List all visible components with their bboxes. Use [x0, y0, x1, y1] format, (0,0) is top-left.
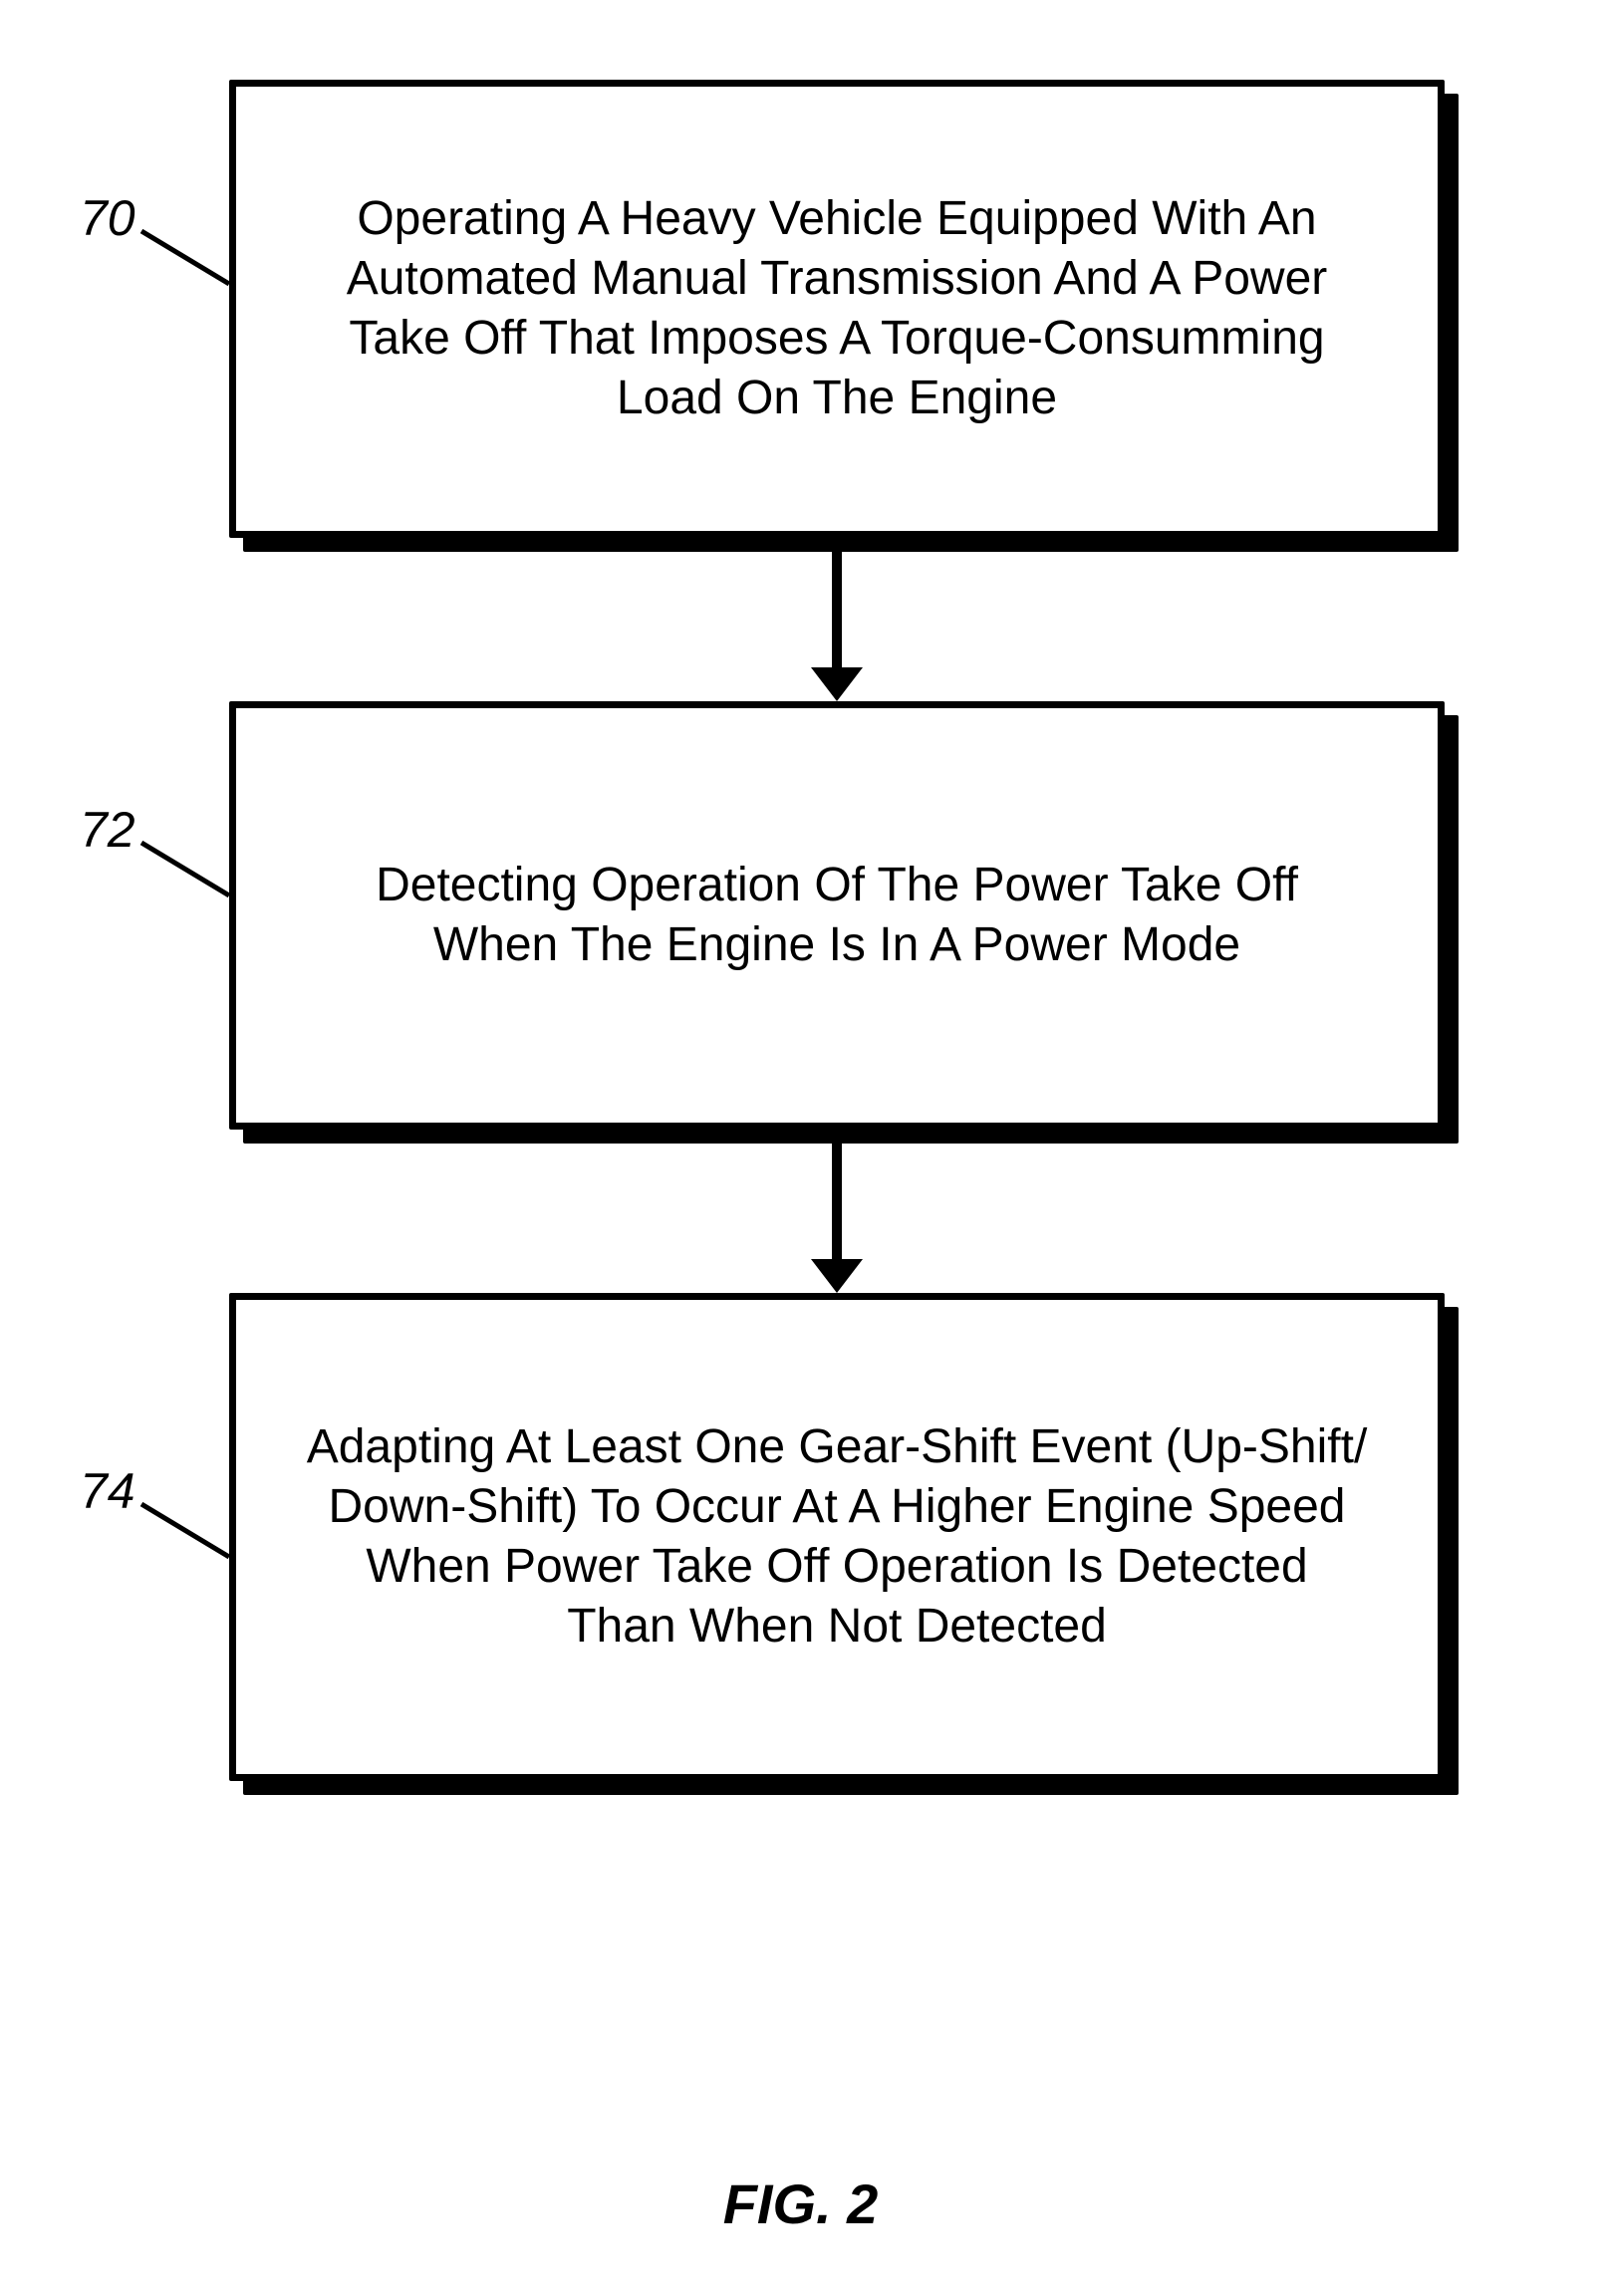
leader-line	[141, 843, 229, 895]
node-text: Adapting At Least One Gear-Shift Event (…	[307, 1417, 1368, 1657]
figure-caption: FIG. 2	[0, 2171, 1601, 2236]
flowchart: 70 Operating A Heavy Vehicle Equipped Wi…	[179, 80, 1494, 1795]
node-box: Operating A Heavy Vehicle Equipped With …	[229, 80, 1445, 538]
flow-arrow	[811, 552, 863, 701]
ref-label-70: 70	[80, 189, 135, 247]
node-text: Operating A Heavy Vehicle Equipped With …	[347, 189, 1328, 428]
flow-node: 70 Operating A Heavy Vehicle Equipped Wi…	[229, 80, 1445, 552]
arrow-line	[832, 552, 842, 667]
page: 70 Operating A Heavy Vehicle Equipped Wi…	[0, 0, 1601, 2296]
leader-line	[141, 1504, 229, 1557]
flow-node: 74 Adapting At Least One Gear-Shift Even…	[229, 1293, 1445, 1795]
arrow-line	[832, 1144, 842, 1259]
arrow-head-icon	[811, 667, 863, 701]
ref-label-72: 72	[80, 801, 135, 859]
node-box: Detecting Operation Of The Power Take Of…	[229, 701, 1445, 1130]
ref-label-74: 74	[80, 1462, 135, 1520]
node-text: Detecting Operation Of The Power Take Of…	[376, 856, 1298, 975]
node-box: Adapting At Least One Gear-Shift Event (…	[229, 1293, 1445, 1781]
flow-arrow	[811, 1144, 863, 1293]
ref-leader-74	[141, 1504, 229, 1557]
ref-leader-70	[141, 231, 229, 284]
ref-leader-72	[141, 843, 229, 895]
flow-node: 72 Detecting Operation Of The Power Take…	[229, 701, 1445, 1144]
arrow-head-icon	[811, 1259, 863, 1293]
leader-line	[141, 231, 229, 284]
